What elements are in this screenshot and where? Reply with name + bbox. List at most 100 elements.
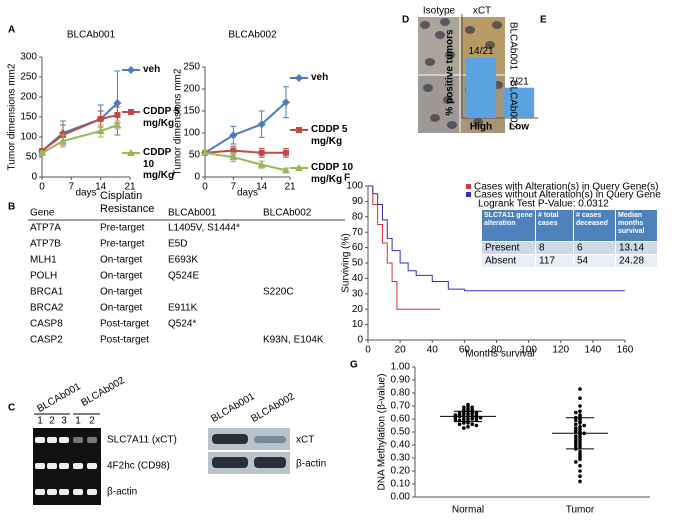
marker	[96, 127, 105, 134]
y-tick-label: 300	[20, 52, 37, 63]
x-tick-label: 100	[520, 345, 537, 356]
nucleus	[423, 84, 433, 92]
data-point	[462, 412, 466, 416]
table-header-cell	[536, 210, 573, 241]
data-point	[457, 422, 462, 427]
table-cell	[616, 255, 657, 267]
table-cell: On-target	[100, 303, 142, 314]
table-header: Median months survival	[618, 212, 645, 236]
marker	[114, 112, 121, 118]
y-axis-label: Tumor dimensions mm2	[7, 63, 18, 170]
gel-band	[47, 463, 57, 469]
data-point	[470, 405, 475, 410]
gel-band	[47, 437, 57, 443]
table-cell-text: 6	[577, 243, 583, 254]
x-axis-label: days	[75, 188, 96, 199]
x-tick-label: 80	[491, 345, 503, 356]
x-tick-label: Tumor	[566, 505, 595, 516]
y-tick-label: 0.50	[391, 427, 411, 438]
lane-label: 1	[75, 416, 81, 427]
panel-label: G	[350, 360, 358, 371]
marker	[295, 164, 303, 171]
marker	[281, 98, 290, 107]
data-point	[466, 406, 470, 411]
y-tick-label: 20	[352, 304, 364, 315]
nucleus	[447, 121, 457, 129]
panel-label: B	[8, 202, 15, 213]
y-tick-label: 200	[183, 84, 200, 95]
data-point	[578, 387, 582, 391]
y-tick-label: 0	[357, 335, 363, 346]
row-label: BLCAb002	[507, 80, 518, 129]
y-tick-label: 150	[20, 112, 37, 123]
legend-label: veh	[311, 72, 329, 83]
column-label: Isotype	[423, 6, 456, 17]
x-tick-label: 0	[365, 345, 371, 356]
data-point	[574, 444, 578, 449]
data-point	[578, 404, 582, 408]
legend-swatch	[466, 192, 471, 197]
gel-band	[35, 489, 45, 495]
nucleus	[430, 114, 440, 122]
table-cell-text: Absent	[485, 256, 516, 267]
y-tick-label: 0.90	[391, 375, 411, 386]
table-cell: L1405V, S1444*	[168, 223, 240, 234]
gel-band	[59, 463, 69, 469]
series-line	[204, 101, 287, 154]
y-axis-label: % positive tumors	[445, 29, 456, 116]
y-tick-label: 0.40	[391, 440, 411, 451]
table-cell: Post-target	[100, 319, 149, 330]
table-cell	[616, 242, 657, 254]
table-cell: MLH1	[30, 255, 57, 266]
table-cell: Q524E	[168, 271, 199, 282]
legend-swatch	[466, 184, 471, 189]
legend-label: CDDP 5 mg/Kg	[311, 124, 348, 147]
nucleus	[492, 21, 502, 29]
marker	[257, 160, 266, 168]
table-header: # cases deceased	[576, 212, 608, 228]
band-label: 4F2hc (CD98)	[107, 461, 170, 472]
marker	[127, 66, 135, 74]
marker	[97, 116, 104, 122]
data-point	[470, 422, 475, 427]
nucleus	[435, 31, 445, 39]
x-tick-label: 140	[585, 345, 602, 356]
table-header: BLCAb001	[168, 208, 217, 219]
data-point	[578, 457, 582, 462]
table-header: Cisplatin Resistance	[100, 190, 155, 215]
data-point	[462, 405, 466, 410]
panel-label: E	[540, 15, 547, 26]
table-cell: BRCA1	[30, 287, 64, 298]
chart-title: BLCAb002	[228, 30, 277, 41]
table-cell-text: 8	[539, 243, 545, 254]
x-tick-label: 0	[202, 182, 208, 193]
marker	[113, 99, 122, 107]
legend-label: veh	[143, 64, 161, 75]
y-tick-label: 50	[352, 258, 364, 269]
table-cell: Post-target	[100, 335, 149, 346]
gel-band	[87, 489, 97, 495]
data-point	[574, 434, 578, 438]
panel-label: A	[8, 25, 15, 36]
table-cell: Pre-target	[100, 223, 145, 234]
nucleus	[445, 51, 455, 59]
x-tick-label: 14	[95, 182, 107, 193]
nucleus	[420, 21, 430, 29]
table-cell: BRCA2	[30, 303, 64, 314]
y-tick-label: 0	[31, 172, 37, 183]
table-header-cell	[616, 210, 657, 241]
y-tick-label: 10	[352, 319, 364, 330]
table-header: Gene	[30, 208, 55, 219]
y-tick-label: 60	[352, 242, 364, 253]
blot-band	[254, 457, 286, 468]
y-tick-label: 0.20	[391, 466, 411, 477]
legend-label: CDDP 10 mg/Kg	[143, 147, 175, 181]
y-tick-label: 40	[352, 273, 364, 284]
data-point	[578, 469, 582, 473]
series-line	[204, 151, 287, 172]
gel-band	[73, 489, 83, 495]
marker	[296, 127, 302, 133]
x-tick-label: 21	[284, 182, 296, 193]
bar	[465, 57, 497, 118]
table-cell: CASP8	[30, 319, 63, 330]
